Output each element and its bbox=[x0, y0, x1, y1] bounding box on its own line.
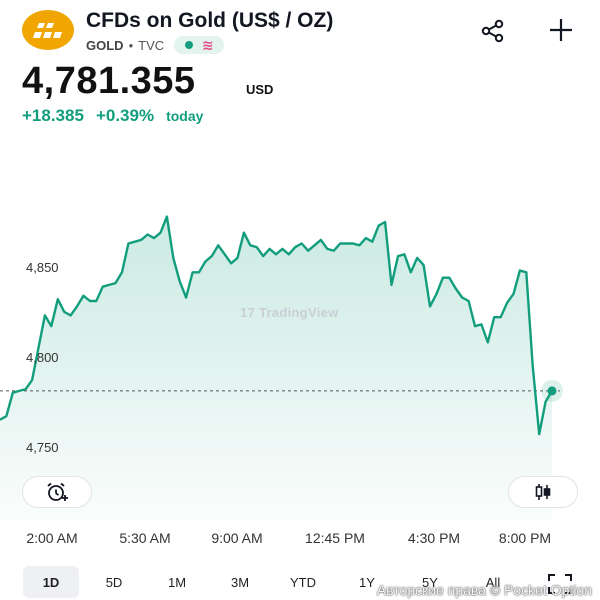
header: CFDs on Gold (US$ / OZ) GOLD • TVC ≋ bbox=[0, 0, 600, 60]
y-tick-label: 4,850 bbox=[26, 259, 59, 275]
market-status-pill[interactable]: ≋ bbox=[174, 36, 225, 54]
instrument-subline: GOLD • TVC ≋ bbox=[86, 36, 225, 54]
separator-dot: • bbox=[128, 37, 134, 53]
time-axis: 2:00 AM 5:30 AM 9:00 AM 12:45 PM 4:30 PM… bbox=[0, 530, 600, 550]
add-to-watchlist-button[interactable] bbox=[545, 14, 577, 46]
x-tick-label: 4:30 PM bbox=[407, 530, 461, 546]
range-1d[interactable]: 1D bbox=[23, 566, 79, 598]
range-3m[interactable]: 3M bbox=[230, 574, 250, 590]
share-button[interactable] bbox=[478, 16, 508, 46]
change-period: today bbox=[166, 108, 204, 124]
add-alert-button[interactable] bbox=[22, 476, 92, 508]
y-tick-label: 4,800 bbox=[26, 349, 59, 365]
share-icon bbox=[481, 19, 504, 43]
tradingview-watermark: 17 TradingView bbox=[240, 305, 339, 320]
candles-icon bbox=[535, 484, 551, 500]
gold-bars-icon bbox=[22, 10, 74, 50]
x-tick-label: 8:00 PM bbox=[498, 530, 552, 546]
range-all[interactable]: All bbox=[485, 574, 501, 590]
time-range-selector: 1D 5D 1M 3M YTD 1Y 5Y All bbox=[0, 566, 600, 600]
y-tick-label: 4,750 bbox=[26, 439, 59, 455]
range-ytd[interactable]: YTD bbox=[290, 574, 316, 590]
fullscreen-button[interactable] bbox=[546, 572, 574, 596]
plus-icon bbox=[550, 19, 572, 41]
fullscreen-icon bbox=[548, 574, 572, 594]
tradingview-logo-icon: 17 bbox=[240, 305, 259, 320]
wave-icon: ≋ bbox=[201, 37, 214, 53]
price-currency: USD bbox=[246, 82, 274, 97]
range-5d[interactable]: 5D bbox=[105, 574, 123, 590]
range-1m[interactable]: 1M bbox=[167, 574, 187, 590]
price-area-fill bbox=[0, 216, 552, 520]
price-line bbox=[0, 215, 554, 436]
alarm-plus-icon bbox=[47, 482, 68, 501]
copyright-watermark: Авторские права © Pocket Option bbox=[376, 582, 592, 598]
price-change: +18.385 +0.39% today bbox=[22, 106, 203, 126]
symbol-label: GOLD bbox=[86, 37, 124, 53]
range-5y[interactable]: 5Y bbox=[422, 574, 438, 590]
exchange-label: TVC bbox=[138, 37, 165, 53]
market-status-dot-icon bbox=[184, 41, 193, 49]
last-price: 4,781.355 bbox=[22, 60, 196, 102]
x-tick-label: 2:00 AM bbox=[26, 530, 78, 546]
price-chart[interactable] bbox=[0, 150, 600, 520]
chart-type-button[interactable] bbox=[508, 476, 578, 508]
instrument-title: CFDs on Gold (US$ / OZ) bbox=[86, 9, 334, 32]
range-1y[interactable]: 1Y bbox=[359, 574, 375, 590]
x-tick-label: 9:00 AM bbox=[211, 530, 263, 546]
change-percent: +0.39% bbox=[95, 106, 155, 125]
change-absolute: +18.385 bbox=[22, 106, 84, 125]
x-tick-label: 12:45 PM bbox=[305, 530, 365, 546]
x-tick-label: 5:30 AM bbox=[119, 530, 171, 546]
last-point-marker bbox=[547, 386, 557, 396]
